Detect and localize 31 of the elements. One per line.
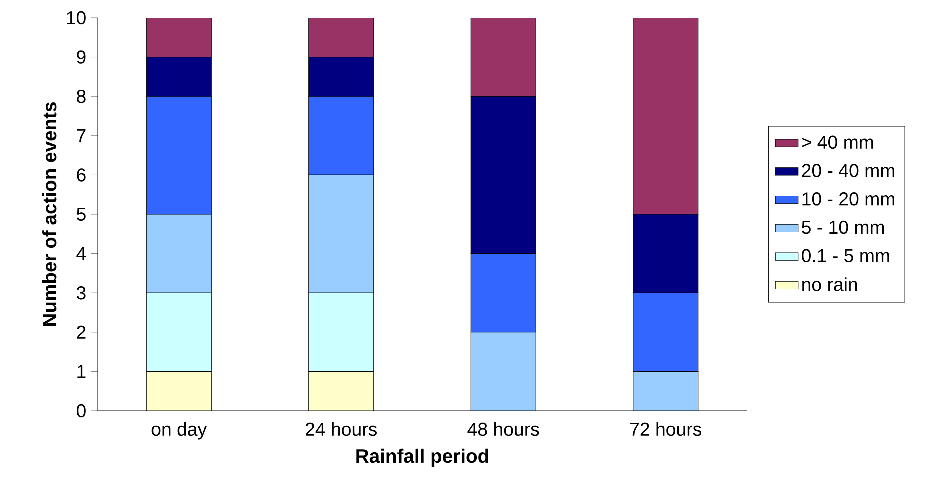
- y-tick-label: 0: [76, 404, 86, 418]
- y-tick-label: 3: [76, 286, 86, 300]
- bar: [633, 371, 699, 411]
- y-tick-label: 1: [78, 365, 86, 378]
- x-tick-label: 48 hours: [468, 422, 540, 436]
- legend-label: 10 - 20 mm: [802, 192, 894, 206]
- bar: [146, 18, 212, 58]
- y-tick-label: 2: [77, 326, 86, 339]
- bar: [633, 18, 699, 215]
- y-tick-label: 8: [77, 90, 86, 104]
- legend-label: 20 - 40 mm: [802, 164, 894, 178]
- bar: [308, 174, 374, 294]
- x-tick-label: on day: [152, 422, 208, 440]
- y-tick-label: 10: [67, 11, 86, 25]
- legend-label: 0.1 - 5 mm: [802, 249, 890, 263]
- y-tick-label: 9: [77, 50, 86, 64]
- bar: [471, 332, 536, 411]
- y-tick-label: 4: [76, 247, 86, 260]
- bar: [146, 214, 212, 294]
- y-tick-label: 5: [76, 208, 86, 222]
- x-tick-label: 72 hours: [630, 422, 702, 436]
- y-tick-label: 6: [77, 168, 86, 182]
- y-axis-title: Number of action events: [42, 102, 57, 326]
- bar: [308, 18, 374, 58]
- legend-label: 5 - 10 mm: [802, 220, 884, 234]
- y-tick-label: 7: [77, 129, 86, 142]
- legend-label: > 40 mm: [802, 136, 874, 150]
- legend-label: no rain: [802, 278, 858, 292]
- x-axis-title: Rainfall period: [356, 448, 488, 467]
- x-tick-label: 24 hours: [306, 422, 377, 436]
- bar: [470, 18, 536, 97]
